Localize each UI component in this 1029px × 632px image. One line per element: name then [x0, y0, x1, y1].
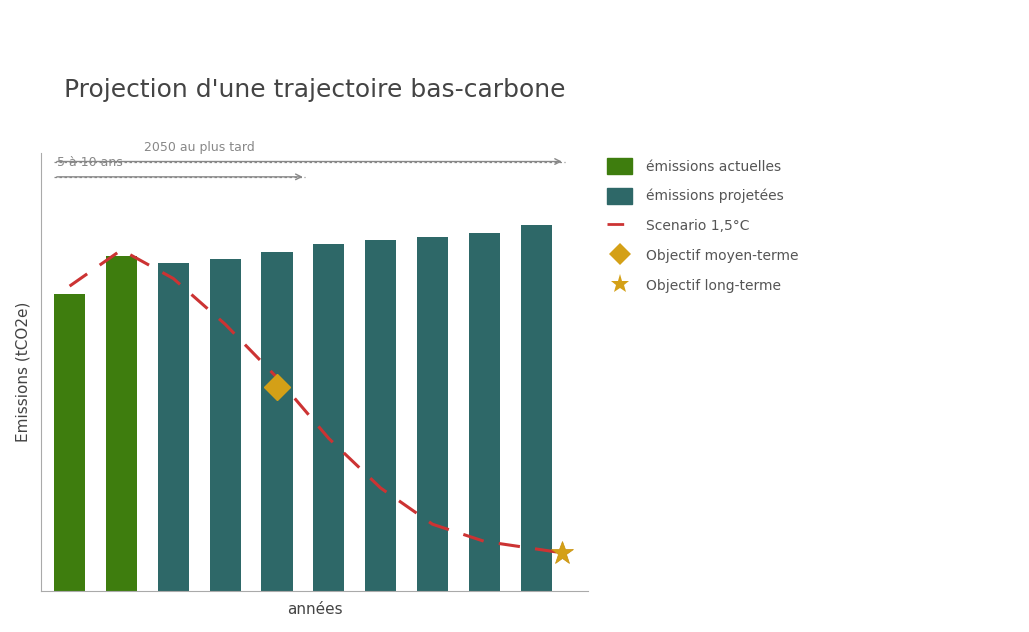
- Bar: [313, 244, 345, 591]
- Bar: [210, 259, 241, 591]
- Title: Projection d'une trajectoire bas-carbone: Projection d'une trajectoire bas-carbone: [64, 78, 565, 102]
- Bar: [261, 252, 292, 591]
- Text: 2050 au plus tard: 2050 au plus tard: [144, 141, 254, 154]
- Bar: [157, 264, 189, 591]
- Text: 5 à 10 ans: 5 à 10 ans: [57, 156, 122, 169]
- Bar: [521, 225, 552, 591]
- Bar: [417, 236, 448, 591]
- Legend: émissions actuelles, émissions projetées, Scenario 1,5°C, Objectif moyen-terme, : émissions actuelles, émissions projetées…: [600, 151, 806, 301]
- Bar: [106, 255, 137, 591]
- Bar: [469, 233, 500, 591]
- Bar: [55, 294, 85, 591]
- Bar: [365, 240, 396, 591]
- Y-axis label: Emissions (tCO2e): Emissions (tCO2e): [15, 301, 30, 442]
- X-axis label: années: années: [287, 602, 343, 617]
